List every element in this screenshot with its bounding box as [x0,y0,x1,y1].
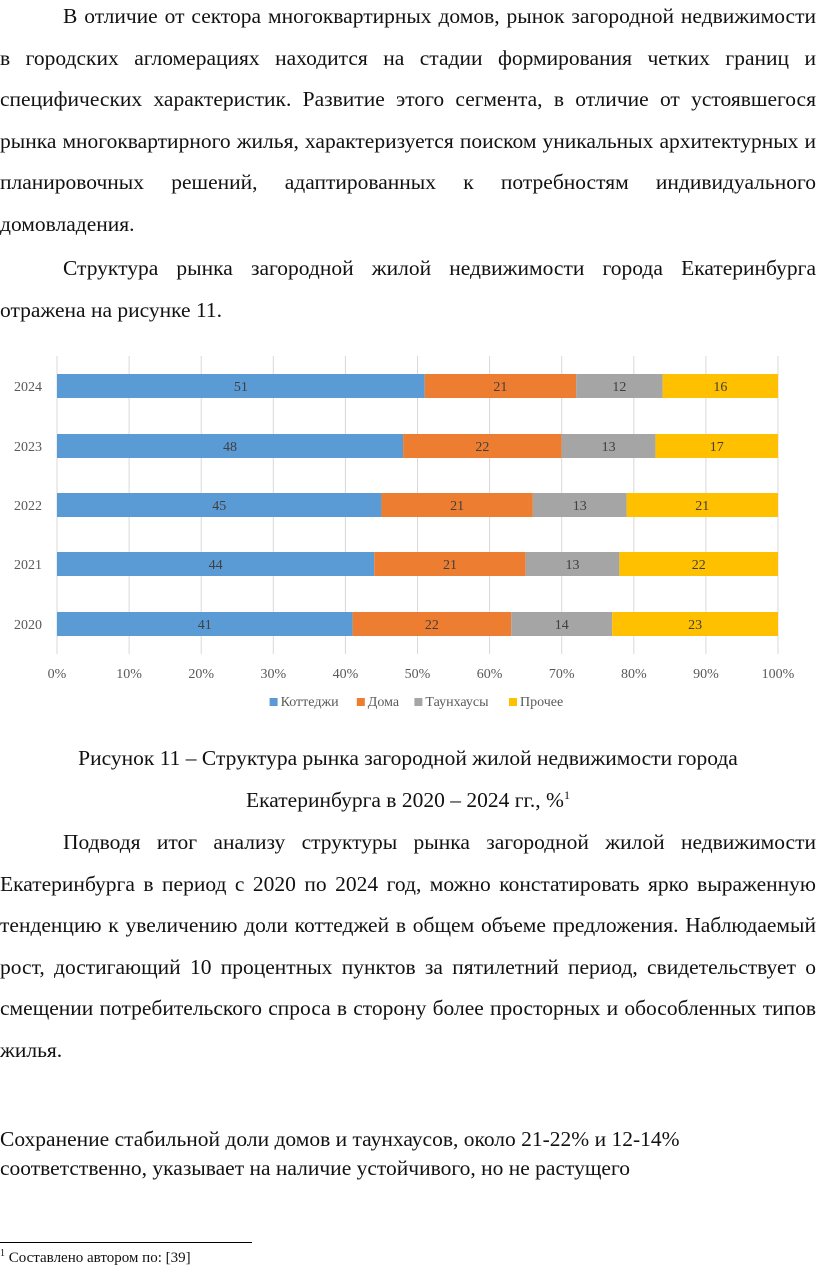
data-label: 13 [573,499,587,514]
x-tick-label: 100% [762,667,795,682]
x-tick-label: 70% [549,667,575,682]
data-label: 23 [688,618,702,633]
legend-label: Прочее [520,695,563,710]
paragraph-conclusion: Подводя итог анализу структуры рынка заг… [0,830,816,1062]
bar-segment [352,612,512,636]
data-label: 44 [209,558,223,573]
footnote-mark: 1 [0,1248,5,1259]
data-label: 16 [713,380,727,395]
data-label: 22 [425,618,439,633]
paragraph-figure-reference: Структура рынка загородной жилой недвижи… [0,256,816,322]
stacked-bar-chart: 0% 10% 20% 30% 40% 50% 60% 70% 80% 90% 100% 2024 51 2… [14,356,795,710]
legend-swatch [356,698,365,706]
footnote-separator [0,1242,252,1243]
paragraph-intro: В отличие от сектора многоквартирных дом… [0,4,816,236]
data-label: 22 [475,440,489,455]
x-tick-label: 80% [621,667,647,682]
legend-swatch [509,698,517,706]
chart-legend: Коттеджи Дома Таунхаусы Прочее [269,695,563,710]
chart-bars [57,374,778,636]
bar-segment [57,434,404,458]
x-tick-label: 10% [116,667,142,682]
legend-label: Таунхаусы [425,695,489,710]
y-category-label: 2024 [14,380,42,395]
figure-caption-line-1: Рисунок 11 – Структура рынка загородной … [78,746,738,770]
data-label: 14 [555,618,569,633]
legend-label: Дома [368,695,400,710]
figure-caption-line-2: Екатеринбурга в 2020 – 2024 гг., %1 [0,780,816,821]
data-label: 21 [443,558,457,573]
bar-segment [511,612,613,636]
bar-segment [662,374,778,398]
data-label: 22 [692,558,706,573]
bar-segment [403,434,562,458]
y-category-label: 2021 [14,558,42,573]
legend-swatch [414,698,423,706]
bar-segment [424,374,577,398]
data-label: 17 [710,440,724,455]
bar-segment [57,612,353,636]
footnote: 1 Составлено автором по: [39] [0,1249,191,1267]
data-label: 45 [212,499,226,514]
bar-segment [576,374,663,398]
x-tick-label: 0% [48,667,67,682]
x-tick-label: 30% [260,667,286,682]
legend-label: Коттеджи [281,695,340,710]
data-label: 13 [566,558,580,573]
data-label: 13 [602,440,616,455]
y-category-label: 2023 [14,440,42,455]
bar-segment [525,552,620,576]
bar-segment [57,374,425,398]
bar-segment [612,612,778,636]
x-tick-label: 20% [188,667,214,682]
paragraph-continuation: Сохранение стабильной доли домов и таунх… [0,1127,680,1180]
bar-segment [381,493,533,517]
footnote-reference: 1 [563,787,570,802]
data-label: 21 [450,499,464,514]
x-tick-label: 90% [693,667,719,682]
y-category-label: 2022 [14,499,42,514]
data-label: 21 [493,380,507,395]
x-tick-label: 50% [405,667,431,682]
y-category-label: 2020 [14,618,42,633]
x-tick-label: 60% [477,667,503,682]
bar-segment [57,493,382,517]
bar-segment [57,552,375,576]
data-label: 48 [223,440,237,455]
footnote-text: Составлено автором по: [39] [8,1250,191,1266]
data-label: 21 [695,499,709,514]
x-tick-label: 40% [333,667,359,682]
data-label: 12 [612,380,626,395]
bar-segment [561,434,656,458]
data-label: 41 [198,618,212,633]
data-label: 51 [234,380,248,395]
chart-labels: 0% 10% 20% 30% 40% 50% 60% 70% 80% 90% 100% 2024 51 2… [14,380,795,682]
legend-swatch [269,698,278,706]
bar-segment [655,434,778,458]
figure-caption-text: Екатеринбурга в 2020 – 2024 гг., % [246,788,564,812]
bar-segment [374,552,526,576]
bar-segment [532,493,627,517]
bar-segment [619,552,778,576]
bar-segment [626,493,778,517]
